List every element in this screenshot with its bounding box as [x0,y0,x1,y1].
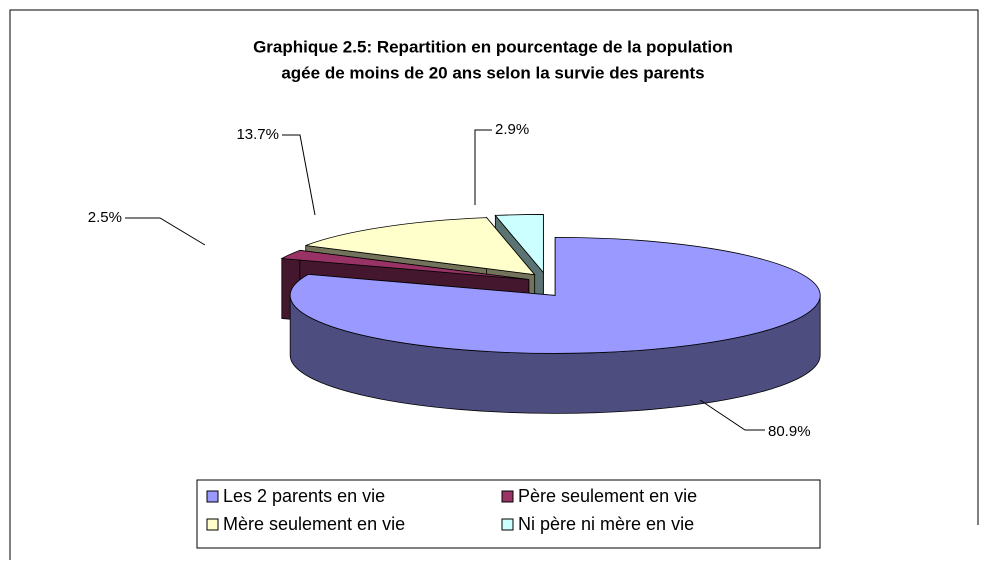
legend-swatch [501,518,514,531]
slice [494,214,544,274]
data-label: 13.7% [236,126,279,143]
data-label: 80.9% [768,423,811,440]
chart-frame [9,9,979,560]
leader-line [282,134,316,216]
legend-swatch [501,490,514,503]
legend-swatch [206,490,219,503]
legend-label: Père seulement en vie [518,486,697,506]
leader-line [699,399,765,431]
legend-label: Les 2 parents en vie [223,486,385,506]
data-label: 2.5% [88,209,122,226]
chart-title: Graphique 2.5: Repartition en pourcentag… [253,37,733,56]
chart-title: agée de moins de 20 ans selon la survie … [281,63,704,82]
leader-line [125,217,206,246]
legend-swatch [206,518,219,531]
data-label: 2.9% [495,121,529,138]
legend-label: Mère seulement en vie [223,514,405,534]
slice [305,217,536,276]
legend-label: Ni père ni mère en vie [518,514,694,534]
leader-line [474,129,492,205]
slice [289,236,821,354]
slice [280,249,529,280]
